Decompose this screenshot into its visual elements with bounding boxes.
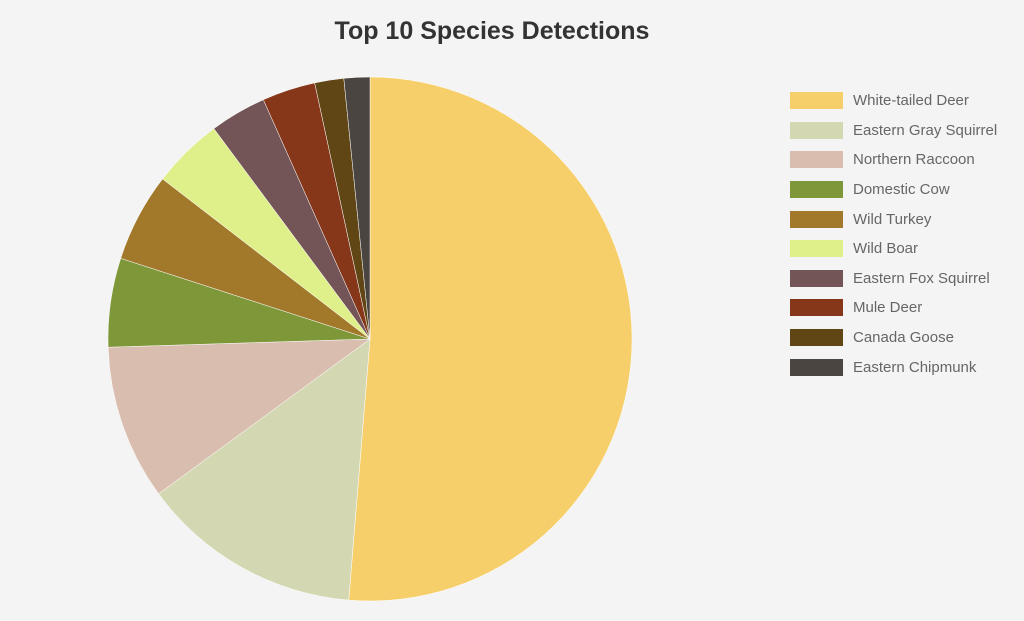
legend-item[interactable]: Wild Turkey <box>790 204 997 234</box>
chart-title: Top 10 Species Detections <box>334 17 650 45</box>
legend-item[interactable]: Eastern Chipmunk <box>790 352 997 382</box>
legend-label: Northern Raccoon <box>853 151 975 169</box>
legend-item[interactable]: Wild Boar <box>790 234 997 264</box>
legend-item[interactable]: Canada Goose <box>790 323 997 353</box>
legend-label: White-tailed Deer <box>853 92 969 110</box>
legend-label: Canada Goose <box>853 329 954 347</box>
chart-legend: White-tailed Deer Eastern Gray Squirrel No… <box>790 86 997 382</box>
legend-swatch <box>790 210 843 228</box>
legend-label: Eastern Gray Squirrel <box>853 121 998 139</box>
legend-label: Mule Deer <box>853 299 923 317</box>
pie-slice-white-tailed-deer[interactable] <box>348 76 633 602</box>
legend-item[interactable]: Mule Deer <box>790 293 997 323</box>
legend-swatch <box>790 240 843 258</box>
legend-swatch <box>790 299 843 317</box>
legend-swatch <box>790 329 843 347</box>
legend-item[interactable]: Eastern Fox Squirrel <box>790 264 997 294</box>
legend-swatch <box>790 151 843 169</box>
legend-label: Wild Boar <box>853 240 919 258</box>
legend-item[interactable]: White-tailed Deer <box>790 86 997 116</box>
legend-item[interactable]: Northern Raccoon <box>790 145 997 175</box>
legend-swatch <box>790 92 843 110</box>
pie-slice-eastern-gray-squirrel[interactable] <box>158 338 371 601</box>
legend-label: Wild Turkey <box>853 210 932 228</box>
legend-label: Eastern Chipmunk <box>853 358 977 376</box>
legend-swatch <box>790 358 843 376</box>
legend-swatch <box>790 181 843 199</box>
pie-slice-northern-raccoon[interactable] <box>107 338 371 495</box>
pie-slice-eastern-chipmunk[interactable] <box>343 76 371 340</box>
legend-label: Domestic Cow <box>853 181 950 199</box>
legend-item[interactable]: Eastern Gray Squirrel <box>790 116 997 146</box>
legend-item[interactable]: Domestic Cow <box>790 175 997 205</box>
legend-swatch <box>790 269 843 287</box>
legend-label: Eastern Fox Squirrel <box>853 269 990 287</box>
legend-swatch <box>790 121 843 139</box>
